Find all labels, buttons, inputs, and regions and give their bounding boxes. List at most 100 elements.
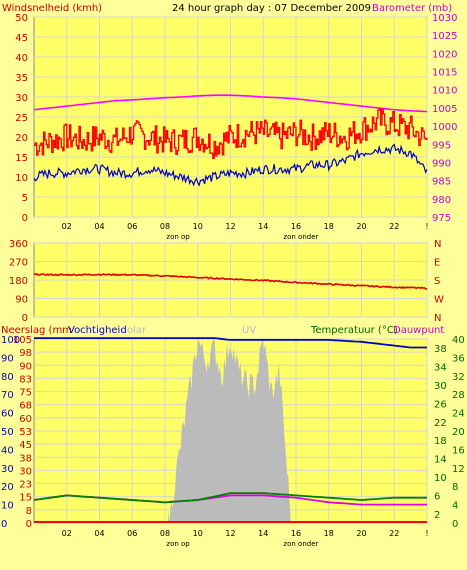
compass-label: N — [434, 313, 441, 324]
chart-marks: 0510152025303540455097598098599099510001… — [1, 13, 465, 548]
x-tick-label: 04 — [94, 222, 104, 231]
wind-tick-label: 5 — [22, 193, 28, 204]
direction-tick-label: 90 — [15, 295, 28, 306]
humidity-tick-label: 60 — [1, 409, 14, 420]
barometer-axis-label: Barometer (mb) — [372, 3, 452, 14]
temperature-tick-label: 8 — [452, 482, 458, 493]
rain-tick-label: 38 — [19, 453, 32, 464]
wind-tick-label: 0 — [22, 213, 28, 224]
wind-tick-label: 50 — [15, 13, 28, 24]
wind-tick-label: 10 — [15, 173, 28, 184]
x-tick-label: ! — [425, 222, 428, 231]
temperature-tick-label: 34 — [434, 363, 447, 374]
baro-tick-label: 975 — [432, 213, 451, 224]
humidity-tick-label: 90 — [1, 353, 14, 364]
dewpoint-label: Dauwpunt — [393, 325, 444, 336]
temperature-tick-label: 6 — [434, 491, 440, 502]
baro-tick-label: 980 — [432, 195, 451, 206]
chart-title: 24 hour graph day : 07 December 2009 — [172, 3, 371, 14]
rain-tick-label: 60 — [19, 414, 32, 425]
temperature-tick-label: 32 — [452, 372, 465, 383]
x-tick-label: 02 — [62, 222, 72, 231]
wind-tick-label: 30 — [15, 93, 28, 104]
temperature-line — [33, 492, 427, 504]
x-tick-label: 22 — [389, 529, 399, 538]
wind-axis-label: Windsnelheid (kmh) — [2, 3, 102, 14]
temperature-tick-label: 14 — [434, 455, 447, 466]
baro-tick-label: 1010 — [432, 86, 457, 97]
rain-label: Neerslag (mm — [1, 325, 72, 336]
baro-tick-label: 1025 — [432, 31, 457, 42]
humidity-tick-label: 20 — [1, 482, 14, 493]
humidity-tick-label: 10 — [1, 501, 14, 512]
rain-tick-label: 45 — [19, 440, 32, 451]
x-tick-label: 02 — [62, 529, 72, 538]
humidity-tick-label: 80 — [1, 372, 14, 383]
baro-tick-label: 985 — [432, 177, 451, 188]
rain-tick-label: 105 — [13, 335, 32, 346]
x-tick-label: 20 — [356, 529, 366, 538]
x-tick-label: 06 — [127, 529, 137, 538]
x-tick-label: 16 — [291, 222, 301, 231]
sunset-label: zon onder — [283, 233, 318, 241]
humidity-label: Vochtigheid — [68, 325, 127, 336]
baro-tick-label: 1020 — [432, 49, 457, 60]
compass-label: E — [434, 258, 440, 269]
humidity-tick-label: 100 — [1, 335, 20, 346]
direction-tick-label: 360 — [9, 239, 28, 250]
x-tick-label: 08 — [160, 529, 170, 538]
baro-tick-label: 995 — [432, 140, 451, 151]
temperature-tick-label: 26 — [434, 399, 447, 410]
humidity-tick-label: 40 — [1, 445, 14, 456]
temperature-tick-label: 4 — [452, 501, 458, 512]
sunrise-label: zon op — [166, 540, 190, 548]
uv-label: UV — [242, 325, 256, 336]
baro-tick-label: 990 — [432, 158, 451, 169]
compass-label: N — [434, 239, 441, 250]
humidity-tick-label: 50 — [1, 427, 14, 438]
rain-tick-label: 68 — [19, 401, 32, 412]
x-tick-label: 06 — [127, 222, 137, 231]
wind-tick-label: 45 — [15, 33, 28, 44]
rain-tick-label: 53 — [19, 427, 32, 438]
barometer-line — [33, 94, 427, 113]
humidity-line — [34, 337, 427, 349]
x-tick-label: ! — [425, 529, 428, 538]
x-tick-label: 14 — [258, 222, 268, 231]
direction-tick-label: 270 — [9, 258, 28, 269]
rain-tick-label: 83 — [19, 374, 32, 385]
baro-tick-label: 1030 — [432, 13, 457, 24]
temperature-tick-label: 16 — [452, 445, 465, 456]
humidity-tick-label: 70 — [1, 390, 14, 401]
sunset-label: zon onder — [283, 540, 318, 548]
temperature-tick-label: 22 — [434, 418, 447, 429]
baro-tick-label: 1000 — [432, 122, 457, 133]
temperature-tick-label: 12 — [452, 464, 465, 475]
temperature-tick-label: 28 — [452, 390, 465, 401]
direction-tick-label: 0 — [22, 313, 28, 324]
temperature-tick-label: 40 — [452, 335, 465, 346]
x-tick-label: 08 — [160, 222, 170, 231]
rain-tick-label: 8 — [26, 506, 32, 517]
temperature-label: Temperatuur (°C) — [310, 325, 398, 336]
solar-area — [168, 339, 292, 523]
x-tick-label: 10 — [193, 222, 203, 231]
temperature-tick-label: 0 — [452, 519, 458, 530]
x-tick-label: 10 — [193, 529, 203, 538]
rain-tick-label: 98 — [19, 348, 32, 359]
temperature-tick-label: 18 — [434, 436, 447, 447]
wind-gust-line — [34, 108, 428, 159]
solar-label: olar — [127, 325, 147, 336]
wind-tick-label: 40 — [15, 53, 28, 64]
x-tick-label: 12 — [225, 222, 235, 231]
temperature-tick-label: 20 — [452, 427, 465, 438]
temperature-tick-label: 24 — [452, 409, 465, 420]
x-tick-label: 18 — [324, 529, 334, 538]
baro-tick-label: 1005 — [432, 104, 457, 115]
rain-tick-label: 15 — [19, 493, 32, 504]
x-tick-label: 12 — [225, 529, 235, 538]
temperature-tick-label: 38 — [434, 344, 447, 355]
rain-tick-label: 30 — [19, 466, 32, 477]
baro-tick-label: 1015 — [432, 68, 457, 79]
